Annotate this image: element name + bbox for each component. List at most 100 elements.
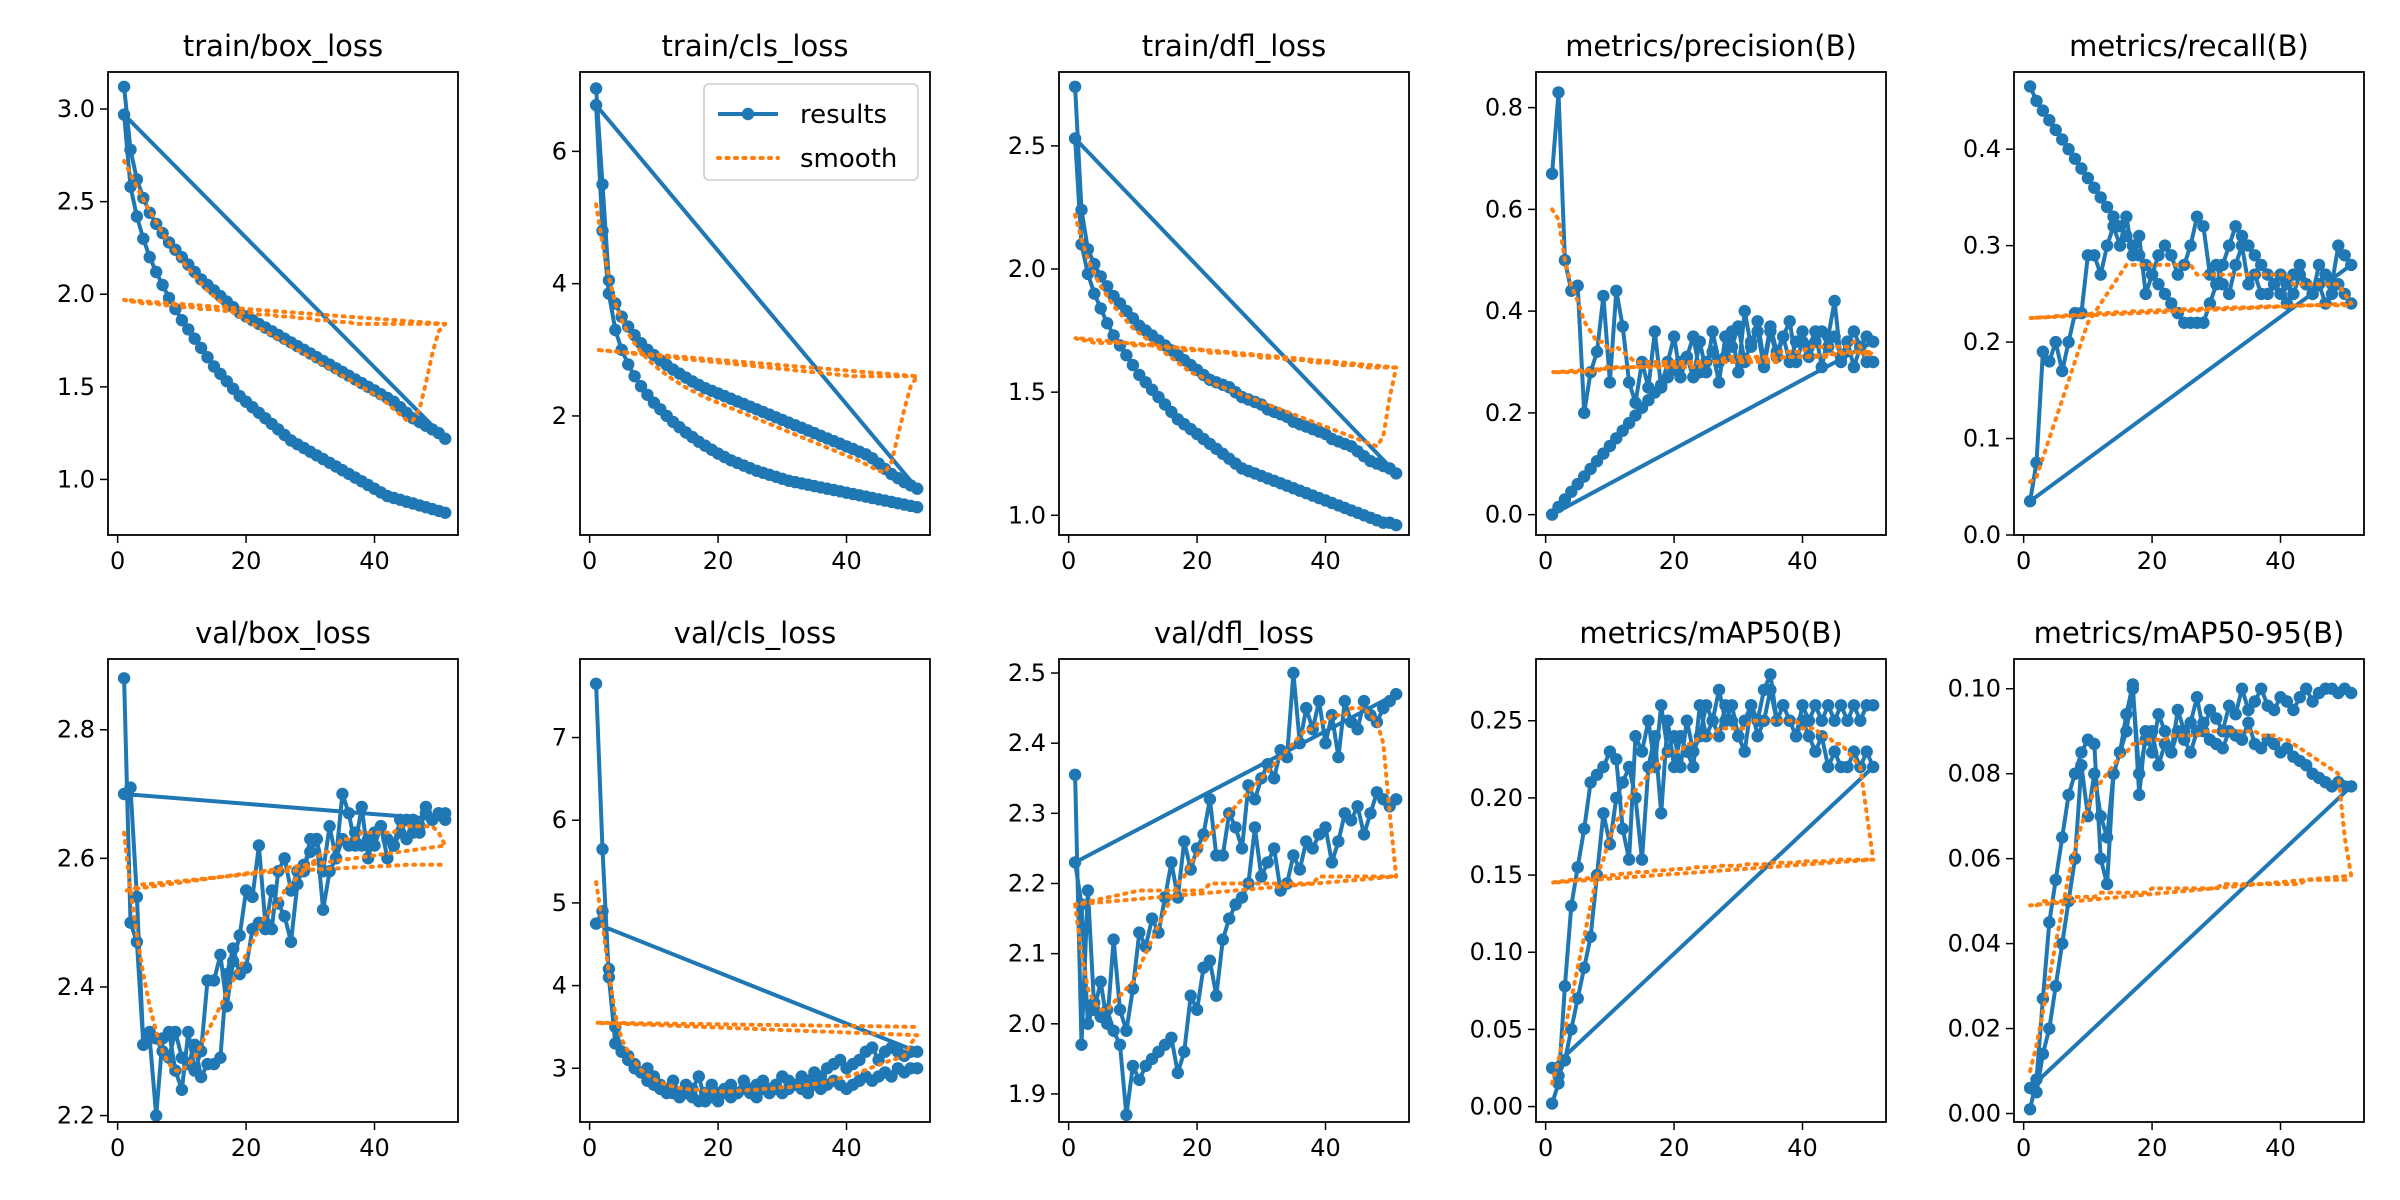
chart-metrics-recall-b-results-point: [2158, 239, 2172, 252]
chart-val-dfl-loss-results-point: [1223, 912, 1236, 925]
chart-metrics-precision-b-ytick-label: 0.0: [1485, 501, 1523, 529]
chart-val-dfl-loss-results-point: [1210, 989, 1223, 1002]
chart-metrics-map50-95-b-results-point: [2229, 708, 2242, 721]
chart-metrics-map50-b-results-point: [1635, 853, 1649, 866]
chart-val-dfl-loss-results-point: [1332, 751, 1345, 764]
chart-metrics-recall-b-results-point: [2203, 297, 2217, 310]
chart-metrics-map50-95-b-title: metrics/mAP50-95(B): [2034, 616, 2345, 650]
chart-val-cls-loss-results-point: [589, 917, 603, 930]
chart-metrics-precision-b-results-point: [1616, 320, 1629, 333]
chart-metrics-map50-95-b-results-point: [2133, 788, 2146, 802]
chart-metrics-map50-b-results-point: [1789, 730, 1803, 743]
chart-metrics-precision-b-xtick-label: 40: [1787, 547, 1818, 575]
chart-metrics-map50-b-ytick-label: 0.15: [1470, 861, 1523, 889]
chart-metrics-map50-95-b-results-point: [2100, 877, 2114, 891]
chart-metrics-map50-95-b-results-point: [2300, 759, 2313, 772]
chart-metrics-recall-b-results-point: [2242, 278, 2255, 291]
chart-metrics-map50-95-b-results-point: [2216, 742, 2229, 755]
chart-val-dfl-loss-ytick-label: 2.0: [1008, 1010, 1046, 1038]
chart-metrics-map50-95-b: metrics/mAP50-95(B) 0 20 40 0.00 0.02 0.04 0.06…: [1948, 616, 2365, 1162]
chart-val-dfl-loss-ytick-label: 2.2: [1008, 869, 1046, 897]
chart-metrics-map50-b-results-point: [1661, 714, 1674, 727]
chart-metrics-map50-95-b-xtick-label: 40: [2265, 1134, 2296, 1162]
chart-val-box-loss-results-point: [394, 826, 407, 839]
chart-metrics-map50-b-smooth-line: [1550, 718, 1876, 1086]
chart-metrics-map50-95-b-results-point: [2235, 733, 2249, 746]
chart-val-cls-loss: val/cls_loss 0 20 40 3 4 5 6 7: [552, 616, 931, 1162]
chart-metrics-map50-95-b-results-point: [2043, 916, 2056, 929]
chart-train-cls-loss-results-point: [609, 323, 622, 337]
chart-val-dfl-loss-results-point: [1287, 849, 1300, 862]
chart-metrics-recall-b-results-point: [2107, 220, 2120, 233]
chart-metrics-precision-b-xtick-label: 20: [1659, 547, 1690, 575]
chart-train-box-loss-ytick-label: 3.0: [57, 95, 95, 123]
chart-val-dfl-loss-results-point: [1364, 807, 1377, 820]
chart-metrics-map50-b-results-point: [1867, 699, 1880, 712]
chart-metrics-map50-b-results-point: [1777, 699, 1790, 712]
chart-val-dfl-loss-results-point: [1165, 856, 1178, 869]
chart-metrics-map50-b-results-point: [1725, 699, 1739, 712]
chart-metrics-map50-95-b-results-point: [2248, 695, 2261, 708]
chart-metrics-map50-b-results-point: [1802, 714, 1816, 727]
chart-metrics-map50-b-ytick-label: 0.25: [1470, 707, 1523, 735]
chart-metrics-map50-b-results-point: [1622, 760, 1636, 774]
chart-train-box-loss-results-point: [117, 108, 131, 121]
chart-metrics-map50-b-xtick-label: 20: [1659, 1134, 1690, 1162]
chart-val-box-loss-title: val/box_loss: [195, 616, 371, 650]
chart-train-box-loss-title: train/box_loss: [183, 29, 383, 63]
chart-train-cls-loss-legend-smooth-label: smooth: [800, 144, 897, 174]
chart-val-cls-loss-results-line: [594, 683, 920, 1104]
chart-metrics-recall-b-xtick-label: 20: [2137, 547, 2168, 575]
chart-val-dfl-loss-results-point: [1267, 842, 1281, 855]
chart-metrics-precision-b: metrics/precision(B) 0 20 40 0.0 0.2 0.4 0.6 0.8: [1485, 29, 1887, 575]
chart-metrics-map50-b-results-point: [1796, 699, 1809, 712]
chart-metrics-map50-95-b-results-point: [2075, 759, 2088, 772]
chart-val-dfl-loss-results-point: [1261, 856, 1274, 869]
chart-val-dfl-loss-results-point: [1120, 1024, 1133, 1038]
chart-metrics-recall-b-results-point: [2293, 268, 2306, 281]
chart-metrics-recall-b-results-point: [2081, 171, 2095, 185]
chart-metrics-map50-b-results-point: [1828, 714, 1841, 727]
chart-metrics-precision-b-results-point: [1751, 315, 1764, 328]
chart-metrics-map50-b-xtick-label: 0: [1538, 1134, 1553, 1162]
chart-train-dfl-loss-results-point: [1107, 329, 1120, 342]
chart-train-dfl-loss-results-point: [1120, 349, 1133, 362]
chart-val-dfl-loss-results-point: [1248, 793, 1262, 806]
chart-metrics-recall-b-results-point: [2036, 104, 2050, 117]
chart-val-dfl-loss-results-point: [1113, 1003, 1127, 1016]
chart-metrics-precision-b-results-point: [1712, 376, 1726, 389]
chart-train-box-loss-ytick-label: 2.0: [57, 280, 95, 308]
chart-metrics-map50-95-b-results-point: [2280, 695, 2294, 708]
chart-train-box-loss-results-point: [137, 232, 150, 245]
chart-val-dfl-loss-results-point: [1094, 975, 1107, 988]
chart-val-dfl-loss-results-point: [1390, 793, 1403, 806]
chart-val-dfl-loss-results-point: [1216, 933, 1230, 946]
chart-metrics-recall-b-results-point: [2171, 268, 2184, 281]
chart-metrics-recall-b-smooth-line: [2028, 262, 2354, 484]
chart-metrics-precision-b-results-point: [1597, 289, 1610, 303]
chart-metrics-recall-b-results-point: [2126, 239, 2139, 252]
chart-train-dfl-loss-results-point: [1101, 280, 1114, 293]
chart-metrics-map50-b-results-point: [1578, 822, 1591, 835]
chart-metrics-recall-b-results-point: [2120, 229, 2133, 243]
chart-val-dfl-loss-title: val/dfl_loss: [1154, 616, 1314, 650]
chart-train-dfl-loss-results-point: [1075, 203, 1088, 217]
chart-metrics-map50-b-results-point: [1610, 753, 1623, 766]
chart-metrics-recall-b-results-point: [2152, 278, 2165, 291]
chart-metrics-map50-95-b-results-point: [2171, 703, 2184, 717]
chart-metrics-map50-95-b-results-point: [2190, 691, 2204, 704]
chart-metrics-map50-b-ytick-label: 0.00: [1470, 1093, 1523, 1121]
chart-metrics-precision-b-results-point: [1648, 325, 1662, 338]
chart-metrics-map50-95-b-results-point: [2345, 686, 2358, 700]
chart-metrics-precision-b-ytick-label: 0.8: [1485, 94, 1523, 122]
chart-val-dfl-loss-results-point: [1178, 1045, 1191, 1059]
chart-val-box-loss-results-point: [374, 820, 388, 833]
chart-metrics-recall-b-results-point: [2100, 239, 2114, 252]
chart-metrics-map50-95-b-results-point: [2056, 937, 2069, 950]
chart-train-cls-loss-title: train/cls_loss: [662, 29, 849, 63]
chart-val-dfl-loss-ytick-label: 2.5: [1008, 659, 1046, 687]
chart-train-dfl-loss-results-point: [1068, 80, 1082, 94]
chart-metrics-map50-b-results-point: [1667, 760, 1681, 774]
chart-metrics-precision-b-results-point: [1603, 376, 1617, 389]
chart-val-dfl-loss-results-point: [1235, 891, 1249, 904]
